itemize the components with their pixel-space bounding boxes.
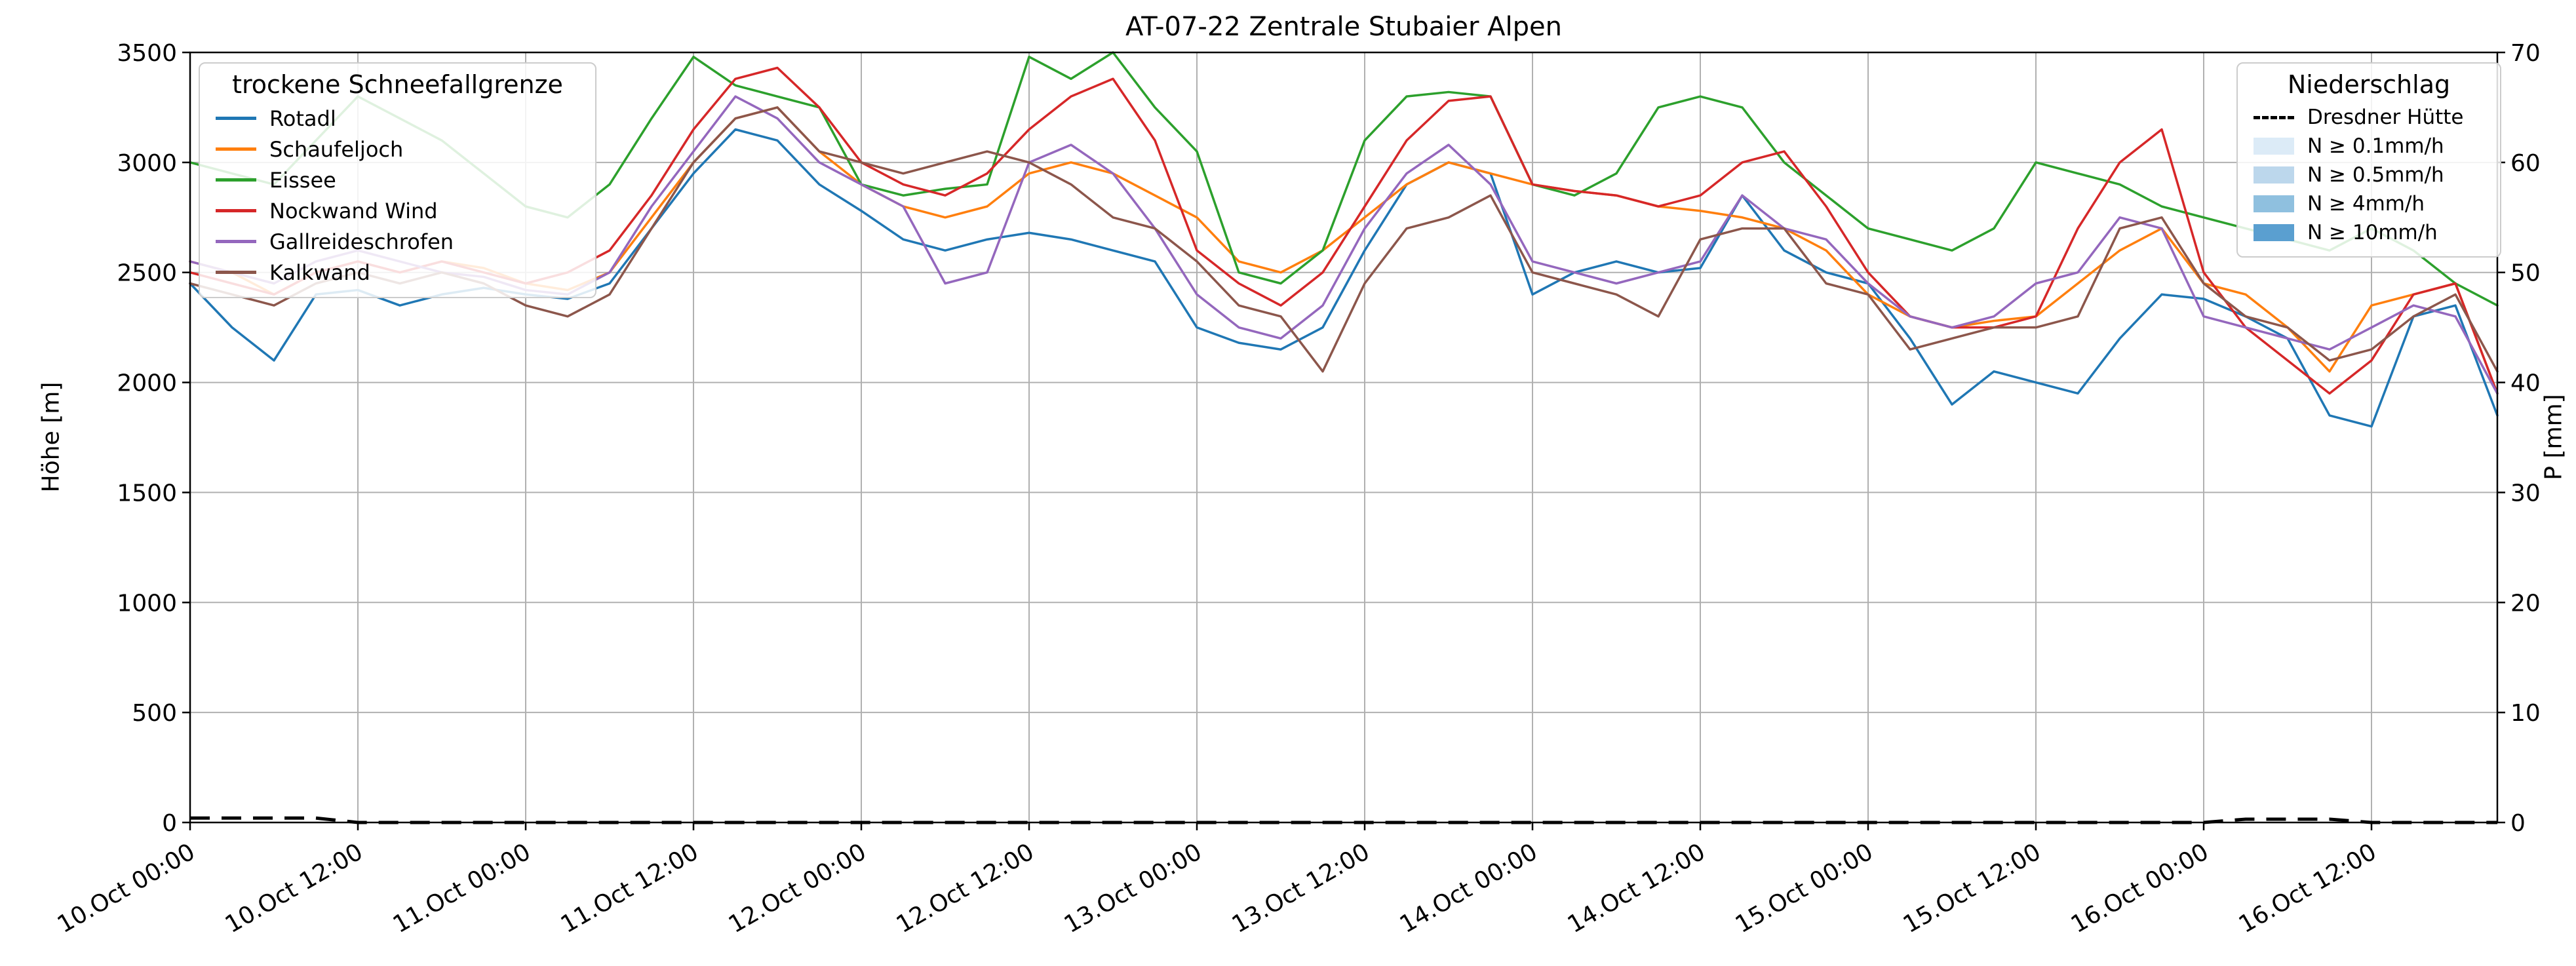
x-tick-label: 11.Oct 12:00 bbox=[556, 838, 703, 938]
x-tick-label: 13.Oct 00:00 bbox=[1060, 838, 1207, 938]
legend-item-n-0-1mm-h: N ≥ 0.1mm/h bbox=[2254, 132, 2484, 161]
x-tick-label: 16.Oct 12:00 bbox=[2234, 838, 2381, 938]
x-tick-label: 10.Oct 12:00 bbox=[221, 838, 368, 938]
y-tick-label-right: 30 bbox=[2510, 480, 2541, 507]
x-tick-label: 10.Oct 00:00 bbox=[53, 838, 200, 938]
y-tick-label-right: 40 bbox=[2510, 370, 2541, 397]
legend-patch-swatch bbox=[2254, 138, 2294, 155]
legend-line-swatch-gallreideschrofen bbox=[216, 240, 256, 243]
legend-label: N ≥ 4mm/h bbox=[2307, 192, 2425, 216]
y-tick-label-left: 1500 bbox=[117, 480, 177, 507]
x-tick-label: 12.Oct 12:00 bbox=[892, 838, 1039, 938]
legend-item-gallreideschrofen: Gallreideschrofen bbox=[216, 226, 579, 257]
y-tick-label-left: 0 bbox=[162, 810, 177, 837]
legend-item-eissee: Eissee bbox=[216, 164, 579, 195]
legend-snowline-items: Rotadl Schaufeljoch Eissee Nockwand Wind Gal… bbox=[216, 103, 579, 288]
legend-label: Eissee bbox=[269, 167, 336, 193]
legend-label: Schaufeljoch bbox=[269, 136, 404, 162]
legend-precip-items: Dresdner Hütte N ≥ 0.1mm/h N ≥ 0.5mm/h N ≥ … bbox=[2254, 103, 2484, 247]
legend-label: N ≥ 0.5mm/h bbox=[2307, 163, 2444, 187]
y-tick-label-right: 10 bbox=[2510, 700, 2541, 727]
chart-title: AT-07-22 Zentrale Stubaier Alpen bbox=[1125, 12, 1562, 42]
legend-item-n-0-5mm-h: N ≥ 0.5mm/h bbox=[2254, 161, 2484, 189]
y-tick-label-right: 0 bbox=[2510, 810, 2526, 837]
legend-label: Rotadl bbox=[269, 106, 336, 131]
legend-dashed-line-swatch bbox=[2254, 115, 2294, 119]
legend-item-nockwand-wind: Nockwand Wind bbox=[216, 195, 579, 226]
legend-line-swatch-kalkwand bbox=[216, 271, 256, 274]
legend-snowline-title: trockene Schneefallgrenze bbox=[232, 70, 563, 99]
legend-line-swatch-nockwand-wind bbox=[216, 209, 256, 212]
legend-item-schaufeljoch: Schaufeljoch bbox=[216, 134, 579, 164]
legend-snowline: trockene Schneefallgrenze Rotadl Schaufel… bbox=[199, 62, 596, 298]
legend-item-rotadl: Rotadl bbox=[216, 103, 579, 134]
axes-spines bbox=[189, 51, 2499, 824]
legend-label: N ≥ 0.1mm/h bbox=[2307, 134, 2444, 158]
y-tick-label-left: 2500 bbox=[117, 260, 177, 287]
legend-precipitation: Niederschlag Dresdner Hütte N ≥ 0.1mm/h N … bbox=[2236, 62, 2501, 258]
legend-label: Kalkwand bbox=[269, 260, 370, 285]
legend-line-swatch-schaufeljoch bbox=[216, 147, 256, 151]
x-tick-label: 15.Oct 12:00 bbox=[1899, 838, 2046, 938]
y-axis-label-left: Höhe [m] bbox=[37, 381, 65, 493]
legend-item-dresdner-h-tte: Dresdner Hütte bbox=[2254, 103, 2484, 132]
y-tick-label-left: 3000 bbox=[117, 150, 177, 177]
legend-item-kalkwand: Kalkwand bbox=[216, 257, 579, 288]
legend-item-n-10mm-h: N ≥ 10mm/h bbox=[2254, 218, 2484, 247]
y-tick-label-right: 50 bbox=[2510, 260, 2541, 287]
x-tick-label: 14.Oct 00:00 bbox=[1395, 838, 1542, 938]
x-tick-label: 11.Oct 00:00 bbox=[389, 838, 536, 938]
y-tick-label-right: 70 bbox=[2510, 40, 2541, 67]
x-tick-label: 14.Oct 12:00 bbox=[1563, 838, 1710, 938]
legend-line-swatch-rotadl bbox=[216, 117, 256, 120]
y-axis-label-right: P [mm] bbox=[2540, 394, 2567, 480]
legend-label: Gallreideschrofen bbox=[269, 229, 454, 254]
x-tick-label: 12.Oct 00:00 bbox=[724, 838, 871, 938]
x-tick-label: 16.Oct 00:00 bbox=[2067, 838, 2214, 938]
legend-patch-swatch bbox=[2254, 195, 2294, 212]
y-tick-label-left: 3500 bbox=[117, 40, 177, 67]
y-tick-label-left: 500 bbox=[132, 700, 177, 727]
x-tick-label: 13.Oct 12:00 bbox=[1228, 838, 1375, 938]
y-tick-label-left: 2000 bbox=[117, 370, 177, 397]
y-tick-label-right: 20 bbox=[2510, 590, 2541, 617]
x-tick-label: 15.Oct 00:00 bbox=[1731, 838, 1878, 938]
legend-item-n-4mm-h: N ≥ 4mm/h bbox=[2254, 189, 2484, 218]
y-tick-label-left: 1000 bbox=[117, 590, 177, 617]
legend-patch-swatch bbox=[2254, 224, 2294, 241]
legend-patch-swatch bbox=[2254, 166, 2294, 184]
legend-label: Nockwand Wind bbox=[269, 198, 438, 223]
legend-line-swatch-eissee bbox=[216, 178, 256, 182]
legend-precip-title: Niederschlag bbox=[2287, 70, 2451, 99]
series-line-kalkwand bbox=[189, 106, 2499, 373]
y-tick-label-right: 60 bbox=[2510, 150, 2541, 177]
legend-label: N ≥ 10mm/h bbox=[2307, 221, 2438, 244]
legend-label: Dresdner Hütte bbox=[2307, 106, 2464, 129]
